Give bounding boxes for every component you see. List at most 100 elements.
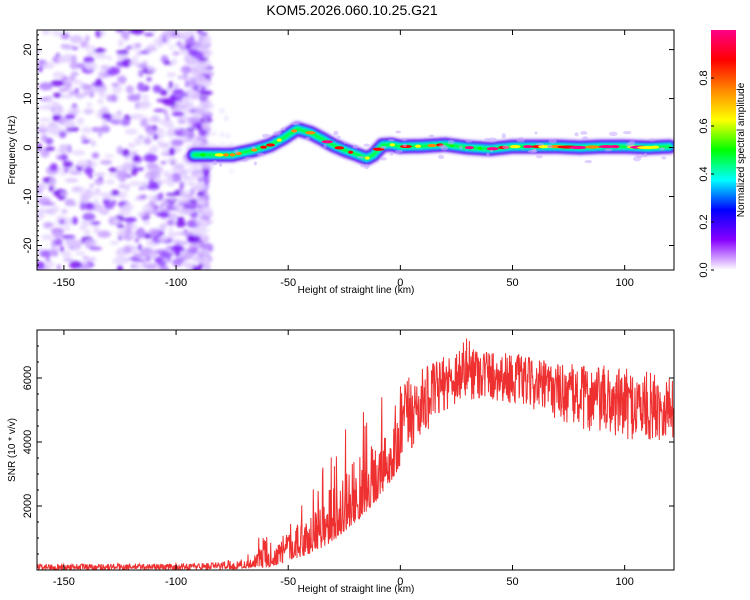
ridge-wisp bbox=[516, 137, 526, 143]
noise-blob bbox=[117, 191, 128, 200]
colorbar-tick-label: 0.6 bbox=[698, 118, 710, 133]
snr-x-tick-label: 50 bbox=[506, 576, 518, 588]
noise-blob bbox=[139, 50, 148, 54]
snr-x-tick-label: -50 bbox=[280, 576, 296, 588]
ridge-wisp bbox=[501, 133, 506, 139]
noise-blob bbox=[204, 179, 210, 185]
ridge-hotspot bbox=[486, 147, 499, 151]
noise-blob bbox=[39, 123, 46, 130]
noise-blob bbox=[176, 41, 182, 47]
ridge-wisp bbox=[440, 145, 449, 151]
noise-blob bbox=[138, 135, 144, 139]
noise-blob bbox=[37, 182, 48, 191]
noise-blob bbox=[121, 148, 130, 157]
noise-blob bbox=[197, 199, 207, 204]
noise-blob bbox=[131, 150, 138, 155]
noise-blob bbox=[112, 199, 117, 206]
noise-blob bbox=[62, 160, 74, 168]
snr-y-tick-label: 6000 bbox=[22, 366, 34, 390]
noise-blob bbox=[49, 163, 58, 171]
ridge-wisp bbox=[395, 149, 403, 153]
noise-blob bbox=[157, 139, 164, 147]
noise-blob bbox=[179, 181, 184, 191]
noise-blob bbox=[196, 250, 208, 258]
noise-blob bbox=[187, 180, 195, 187]
ridge-wisp bbox=[546, 144, 553, 149]
noise-blob bbox=[111, 94, 117, 103]
noise-blob bbox=[194, 171, 205, 180]
noise-blob bbox=[117, 39, 124, 47]
ridge-wisp bbox=[401, 138, 408, 142]
snr-x-tick-label: -150 bbox=[53, 576, 75, 588]
noise-blob bbox=[123, 245, 132, 254]
ridge-wisp bbox=[581, 136, 589, 141]
ridge-hotspot bbox=[427, 143, 437, 148]
ridge-hotspot bbox=[509, 144, 521, 149]
spectrogram-x-tick-label: 0 bbox=[397, 277, 403, 289]
noise-blob bbox=[171, 259, 183, 267]
noise-blob bbox=[60, 153, 68, 162]
ridge-hotspot bbox=[364, 156, 370, 160]
noise-blob bbox=[146, 76, 152, 82]
noise-blob bbox=[97, 54, 109, 59]
noise-blob bbox=[179, 190, 193, 196]
noise-blob bbox=[41, 61, 55, 69]
noise-blob bbox=[165, 115, 170, 122]
noise-blob bbox=[161, 200, 169, 206]
noise-blob bbox=[95, 78, 103, 87]
spectrogram-x-tick-label: 50 bbox=[506, 277, 518, 289]
noise-blob bbox=[69, 61, 79, 70]
ridge-wisp bbox=[486, 152, 490, 157]
ridge-wisp bbox=[323, 144, 327, 149]
noise-blob bbox=[142, 94, 149, 102]
noise-blob bbox=[103, 201, 115, 210]
noise-blob bbox=[38, 82, 53, 91]
noise-blob bbox=[99, 160, 113, 165]
noise-blob bbox=[74, 87, 79, 94]
noise-blob bbox=[219, 143, 226, 146]
noise-blob bbox=[50, 79, 65, 87]
noise-blob bbox=[163, 60, 172, 65]
ridge-wisp bbox=[584, 160, 593, 164]
noise-blob bbox=[84, 238, 97, 247]
noise-blob bbox=[162, 97, 176, 106]
noise-blob bbox=[75, 166, 84, 172]
noise-blob bbox=[180, 138, 195, 143]
noise-blob bbox=[65, 113, 76, 120]
noise-blob bbox=[61, 250, 72, 259]
noise-blob bbox=[101, 192, 115, 200]
noise-blob bbox=[130, 223, 138, 230]
noise-blob bbox=[141, 181, 148, 191]
noise-blob bbox=[136, 93, 142, 97]
noise-blob bbox=[143, 153, 158, 163]
noise-blob bbox=[58, 219, 66, 225]
noise-blob bbox=[65, 238, 77, 247]
noise-blob bbox=[172, 51, 180, 56]
noise-blob bbox=[51, 30, 63, 36]
snr-x-tick-label: 100 bbox=[615, 576, 633, 588]
noise-blob bbox=[106, 94, 113, 102]
noise-blob bbox=[187, 234, 195, 244]
noise-blob bbox=[194, 107, 203, 115]
ridge-wisp bbox=[395, 130, 402, 134]
noise-blob bbox=[59, 172, 66, 176]
noise-blob bbox=[100, 125, 111, 133]
noise-blob bbox=[158, 192, 164, 196]
noise-blob bbox=[136, 84, 147, 90]
noise-blob bbox=[58, 87, 69, 92]
noise-blob bbox=[199, 215, 212, 220]
noise-blob bbox=[45, 260, 55, 269]
noise-blob bbox=[147, 43, 157, 48]
noise-blob bbox=[166, 72, 177, 78]
noise-blob bbox=[133, 262, 142, 270]
ridge-wisp bbox=[233, 149, 239, 154]
noise-blob bbox=[79, 202, 86, 211]
noise-blob bbox=[117, 202, 126, 206]
noise-blob bbox=[68, 75, 76, 81]
ridge-wisp bbox=[580, 131, 588, 135]
noise-blob bbox=[199, 243, 214, 250]
noise-blob bbox=[195, 73, 206, 81]
noise-blob bbox=[170, 245, 185, 253]
noise-blob bbox=[145, 255, 152, 262]
noise-blob bbox=[109, 113, 122, 121]
